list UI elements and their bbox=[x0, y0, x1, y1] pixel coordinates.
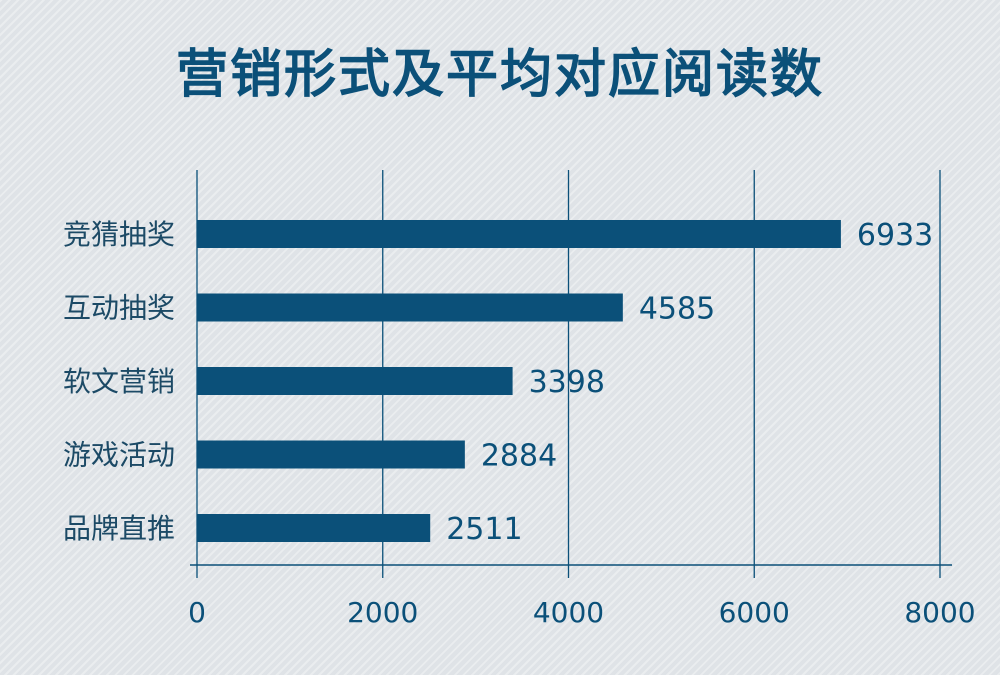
data-label: 3398 bbox=[529, 365, 605, 400]
x-tick-label: 6000 bbox=[719, 596, 790, 629]
data-label: 6933 bbox=[857, 218, 933, 253]
data-label: 2884 bbox=[481, 439, 557, 474]
data-label: 4585 bbox=[639, 292, 715, 327]
x-tick-label: 2000 bbox=[347, 596, 418, 629]
x-tick-label: 8000 bbox=[904, 596, 975, 629]
category-label: 竞猜抽奖 bbox=[63, 218, 175, 251]
bars bbox=[197, 220, 841, 542]
x-tick-label: 4000 bbox=[533, 596, 604, 629]
x-tick-label: 0 bbox=[188, 596, 206, 629]
bar bbox=[197, 293, 623, 322]
category-label: 互动抽奖 bbox=[63, 292, 175, 325]
bar bbox=[197, 440, 465, 469]
bar bbox=[197, 514, 431, 542]
chart-title: 营销形式及平均对应阅读数 bbox=[175, 45, 824, 105]
data-label: 2511 bbox=[446, 512, 522, 547]
x-axis: 0 2000 4000 6000 8000 bbox=[188, 564, 976, 629]
category-label: 游戏活动 bbox=[63, 439, 175, 472]
category-label: 软文营销 bbox=[63, 365, 175, 398]
category-label: 品牌直推 bbox=[63, 512, 175, 545]
bar bbox=[197, 367, 513, 395]
labels: 竞猜抽奖 6933 互动抽奖 4585 软文营销 3398 游戏活动 2884 品牌直推 2511 bbox=[63, 218, 933, 547]
bar bbox=[197, 220, 841, 248]
